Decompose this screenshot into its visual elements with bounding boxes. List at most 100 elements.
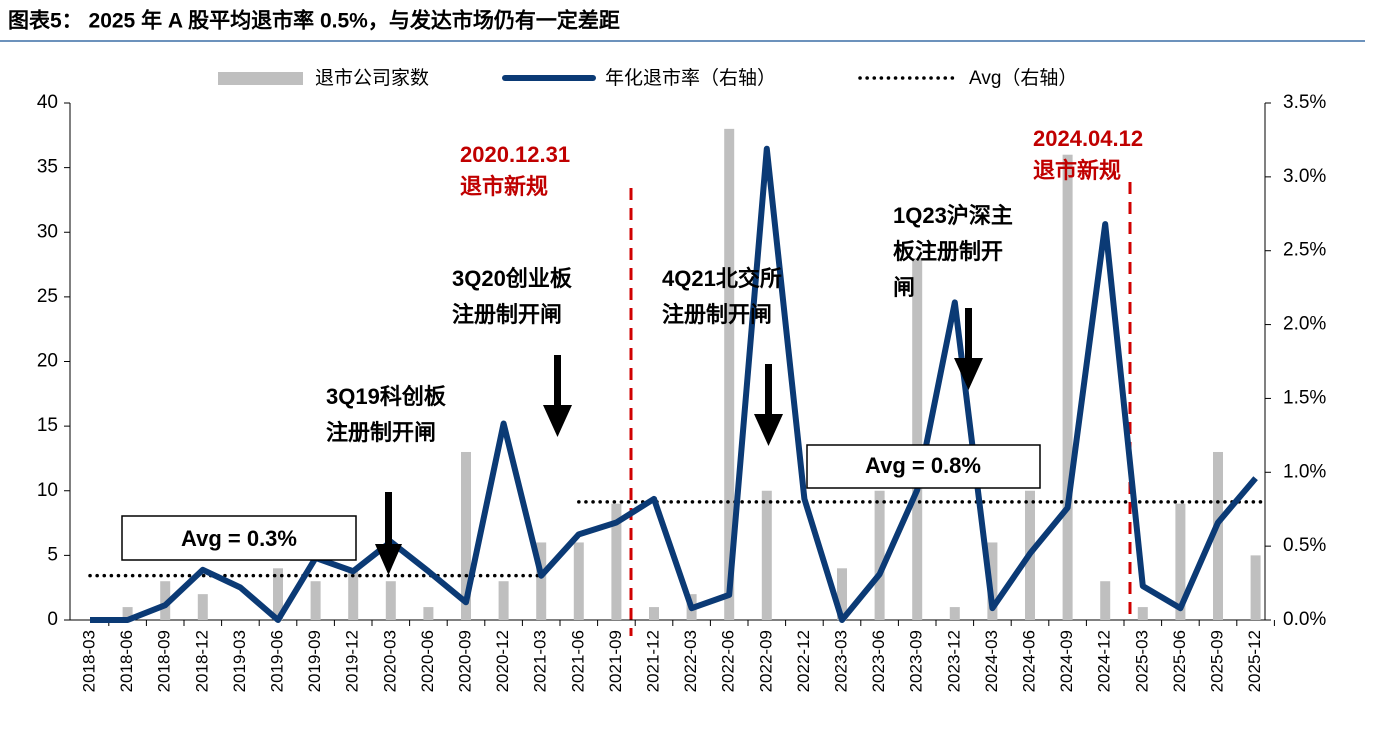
- x-tick-label: 2021-06: [568, 630, 587, 692]
- bar: [461, 451, 471, 620]
- bar: [912, 258, 923, 620]
- bar: [761, 490, 772, 620]
- x-tick-label: 2021-09: [606, 630, 625, 692]
- y-tick-label: 5: [47, 544, 58, 565]
- x-tick-label: 2020-09: [455, 630, 474, 692]
- y-tick-label: 10: [37, 480, 58, 501]
- arrow: [375, 492, 402, 575]
- y-tick-label: 15: [37, 415, 58, 436]
- bar: [724, 128, 735, 620]
- annotation: 3Q20创业板: [452, 266, 573, 291]
- x-tick-label: 2024-06: [1019, 630, 1038, 692]
- y-tick-label: 40: [37, 92, 58, 113]
- annotation: 注册制开闸: [326, 420, 436, 445]
- annotation: 4Q21北交所: [662, 266, 782, 291]
- x-tick-label: 2023-06: [869, 630, 888, 692]
- bar: [1137, 607, 1148, 620]
- x-tick-label: 2023-12: [944, 630, 963, 692]
- bar: [122, 607, 133, 620]
- bar: [536, 542, 547, 620]
- y2-tick-label: 0.5%: [1283, 535, 1326, 556]
- y2-tick-label: 2.5%: [1283, 240, 1326, 261]
- x-tick-label: 2022-06: [719, 630, 738, 692]
- annotation: 注册制开闸: [452, 302, 562, 327]
- bar: [1100, 581, 1111, 620]
- y2-tick-label: 3.5%: [1283, 92, 1326, 113]
- y2-tick-label: 1.5%: [1283, 387, 1326, 408]
- bar: [837, 568, 847, 620]
- x-tick-label: 2025-09: [1207, 630, 1226, 692]
- x-tick-label: 2018-03: [79, 630, 98, 692]
- arrow: [543, 355, 572, 437]
- y2-tick-label: 1.0%: [1283, 461, 1326, 482]
- annotation: 3Q19科创板: [326, 384, 447, 409]
- x-tick-label: 2022-03: [681, 630, 700, 692]
- x-tick-label: 2023-09: [907, 630, 926, 692]
- arrow: [954, 308, 983, 390]
- y-tick-label: 0: [47, 609, 58, 630]
- x-tick-label: 2020-03: [380, 630, 399, 692]
- legend-label: 退市公司家数: [315, 67, 429, 89]
- y-tick-label: 30: [37, 221, 58, 242]
- rate-line: [90, 145, 1258, 623]
- x-tick-label: 2023-03: [831, 630, 850, 692]
- x-tick-label: 2024-12: [1095, 630, 1114, 692]
- x-tick-label: 2019-03: [230, 630, 249, 692]
- bar: [160, 581, 171, 620]
- x-tick-label: 2019-09: [305, 630, 324, 692]
- x-tick-label: 2025-06: [1170, 630, 1189, 692]
- annotation: Avg = 0.8%: [865, 453, 981, 478]
- bar: [498, 581, 509, 620]
- bar: [385, 581, 396, 620]
- x-tick-label: 2021-03: [531, 630, 550, 692]
- x-tick-label: 2022-09: [756, 630, 775, 692]
- legend-label: Avg（右轴）: [969, 67, 1077, 89]
- bar: [273, 568, 283, 620]
- bar: [1250, 555, 1261, 620]
- annotation: Avg = 0.3%: [181, 526, 297, 551]
- bar: [987, 542, 998, 620]
- annotation: 闸: [893, 275, 915, 300]
- legend-swatch: [218, 72, 303, 85]
- annotation: 注册制开闸: [662, 302, 772, 327]
- x-tick-label: 2024-03: [982, 630, 1001, 692]
- x-tick-label: 2020-06: [418, 630, 437, 692]
- annotation: 2024.04.12: [1033, 126, 1143, 151]
- bar: [1062, 154, 1073, 620]
- x-tick-label: 2022-12: [794, 630, 813, 692]
- bar: [348, 568, 359, 620]
- chart-title: 图表5： 2025 年 A 股平均退市率 0.5%，与发达市场仍有一定差距: [8, 9, 620, 33]
- x-tick-label: 2018-09: [155, 630, 174, 692]
- y-tick-label: 25: [37, 286, 58, 307]
- legend-label: 年化退市率（右轴）: [605, 67, 776, 89]
- bar: [1175, 503, 1186, 620]
- bar: [423, 607, 434, 620]
- bar: [573, 542, 584, 620]
- annotation: 退市新规: [460, 174, 548, 199]
- arrows: [375, 308, 983, 575]
- x-tick-label: 2018-12: [192, 630, 211, 692]
- annotation: 退市新规: [1033, 158, 1121, 183]
- bar: [310, 581, 321, 620]
- x-tick-label: 2019-06: [267, 630, 286, 692]
- x-tick-label: 2021-12: [643, 630, 662, 692]
- bar: [1213, 451, 1223, 620]
- x-tick-label: 2019-12: [343, 630, 362, 692]
- y-tick-label: 20: [37, 351, 58, 372]
- bar: [197, 594, 208, 620]
- annotation: 2020.12.31: [460, 142, 570, 167]
- bar: [949, 607, 960, 620]
- y-tick-label: 35: [37, 157, 58, 178]
- arrow: [754, 364, 783, 446]
- annotation-box: [806, 444, 1041, 489]
- x-tick-label: 2025-03: [1132, 630, 1151, 692]
- bar: [649, 607, 659, 620]
- y2-tick-label: 2.0%: [1283, 314, 1326, 335]
- annotation-box: [121, 515, 357, 561]
- x-tick-label: 2025-12: [1245, 630, 1264, 692]
- x-tick-label: 2024-09: [1057, 630, 1076, 692]
- x-tick-label: 2020-12: [493, 630, 512, 692]
- y2-tick-label: 0.0%: [1283, 609, 1326, 630]
- bar: [611, 503, 622, 620]
